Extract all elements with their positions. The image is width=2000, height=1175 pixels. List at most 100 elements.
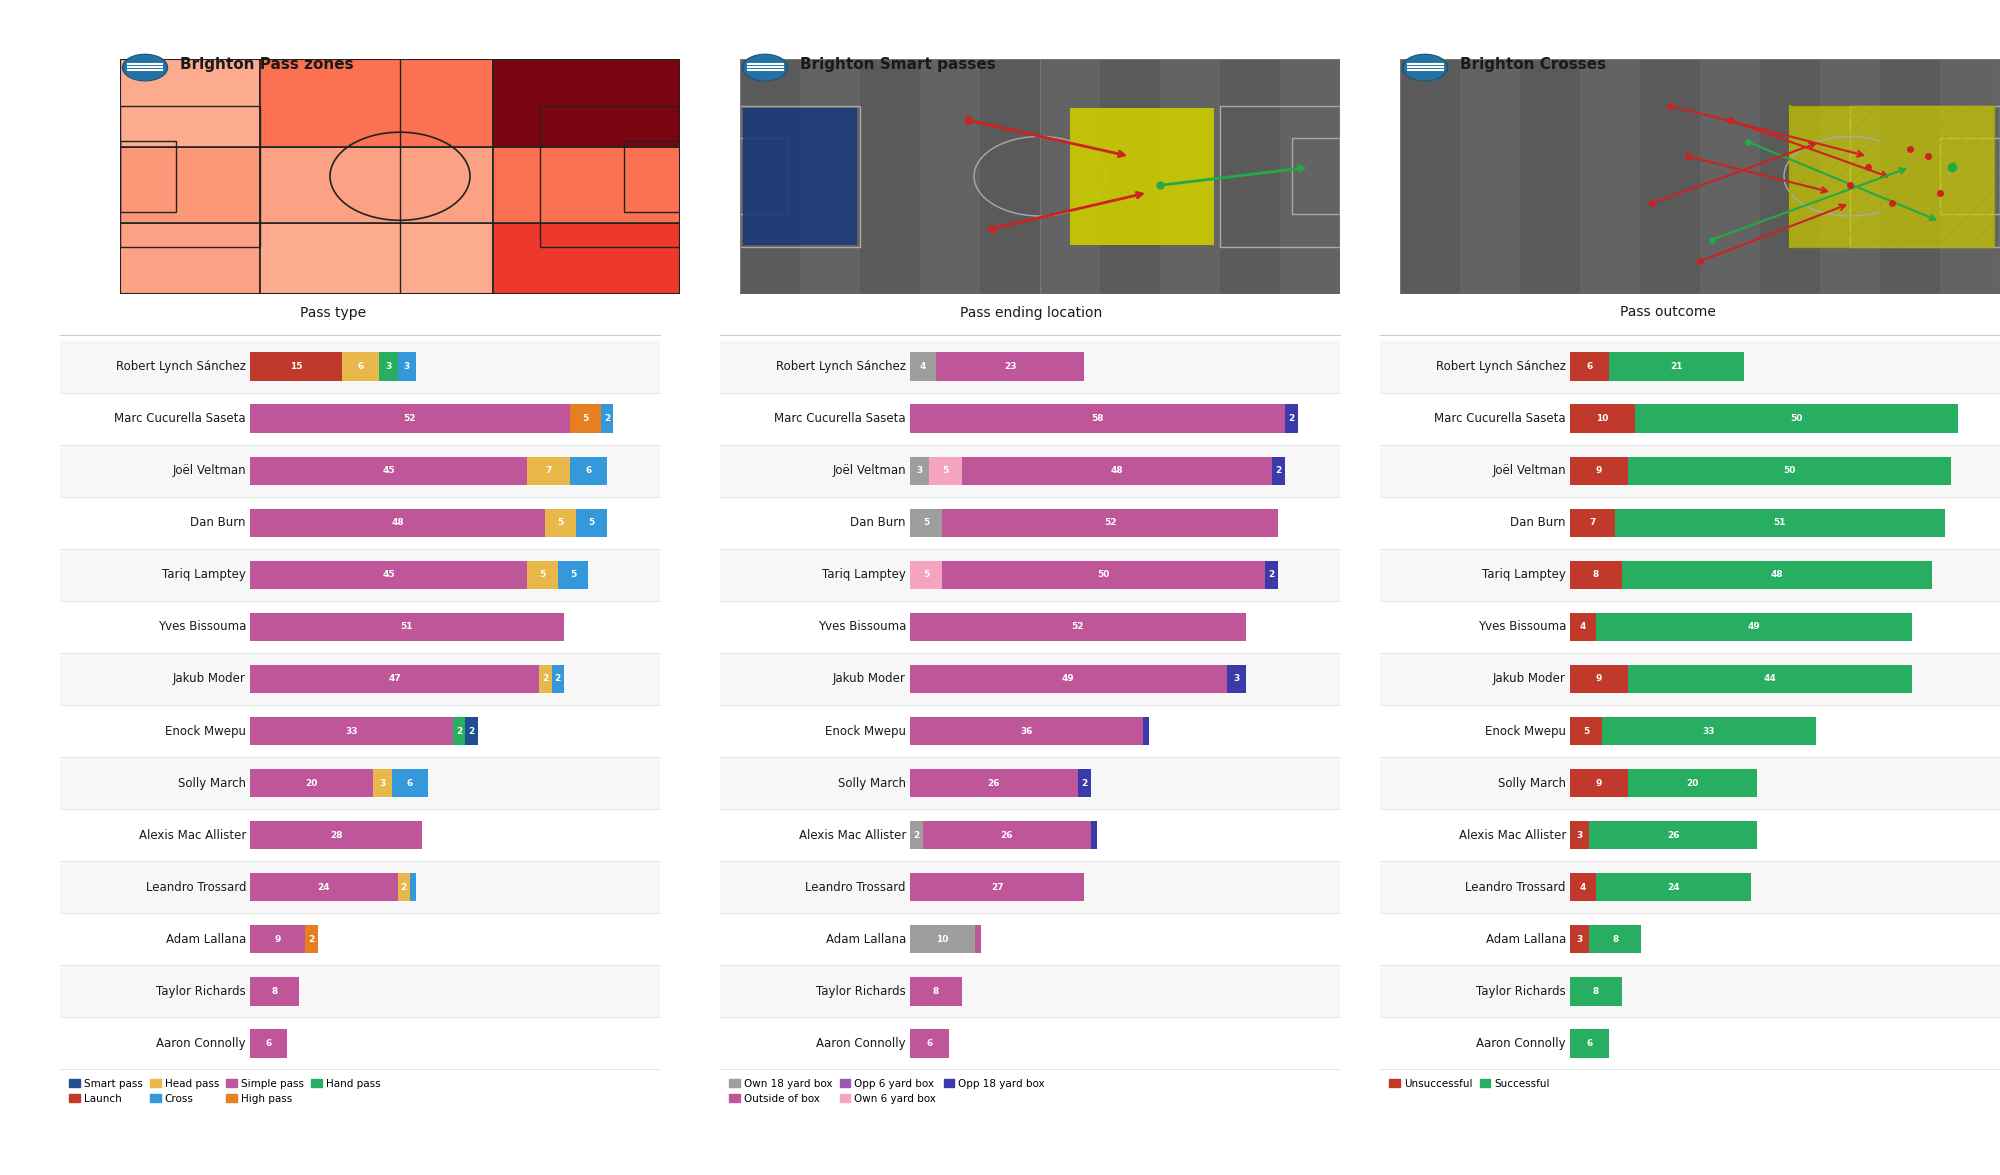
Text: 9: 9 [1596, 779, 1602, 787]
Circle shape [744, 55, 786, 80]
Text: Pass type: Pass type [300, 306, 366, 320]
Bar [494, 59, 680, 147]
Bar [1940, 139, 2000, 214]
Text: 48: 48 [1110, 466, 1124, 476]
Text: Dan Burn: Dan Burn [1510, 516, 1566, 530]
Text: 45: 45 [382, 466, 394, 476]
Text: Alexis Mac Allister: Alexis Mac Allister [138, 828, 246, 841]
Text: 52: 52 [1072, 623, 1084, 631]
Text: Taylor Richards: Taylor Richards [816, 985, 906, 998]
Text: 7: 7 [546, 466, 552, 476]
Text: Enock Mwepu: Enock Mwepu [824, 725, 906, 738]
Text: 2: 2 [400, 882, 406, 892]
Bar [1760, 59, 1820, 294]
Text: Joël Veltman: Joël Veltman [1492, 464, 1566, 477]
Text: 21: 21 [1670, 362, 1682, 371]
Bar [1100, 59, 1160, 294]
Text: 8: 8 [1592, 570, 1598, 579]
Bar [1580, 59, 1640, 294]
Text: Brighton Pass zones: Brighton Pass zones [180, 58, 354, 72]
Bar [1040, 59, 1100, 294]
Text: Enock Mwepu: Enock Mwepu [164, 725, 246, 738]
Text: Robert Lynch Sánchez: Robert Lynch Sánchez [776, 361, 906, 374]
Bar [120, 59, 260, 147]
Text: 51: 51 [400, 623, 414, 631]
Text: 50: 50 [1784, 466, 1796, 476]
Text: Robert Lynch Sánchez: Robert Lynch Sánchez [1436, 361, 1566, 374]
Text: 3: 3 [404, 362, 410, 371]
Legend: Unsuccessful, Successful: Unsuccessful, Successful [1386, 1074, 1554, 1093]
Bar [1850, 106, 2000, 247]
Text: Jakub Moder: Jakub Moder [834, 672, 906, 685]
Text: 23: 23 [1004, 362, 1016, 371]
Bar [624, 141, 680, 212]
Text: 7: 7 [1590, 518, 1596, 528]
Text: 3: 3 [1576, 934, 1582, 944]
Text: 15: 15 [290, 362, 302, 371]
Text: 27: 27 [990, 882, 1004, 892]
Text: Brighton Crosses: Brighton Crosses [1460, 58, 1606, 72]
Text: Marc Cucurella Saseta: Marc Cucurella Saseta [1434, 412, 1566, 425]
Text: Marc Cucurella Saseta: Marc Cucurella Saseta [774, 412, 906, 425]
Text: 28: 28 [330, 831, 342, 840]
Text: 50: 50 [1098, 570, 1110, 579]
Text: Solly March: Solly March [1498, 777, 1566, 790]
Text: 2: 2 [1082, 779, 1088, 787]
Text: 50: 50 [1790, 415, 1802, 423]
Bar [1880, 59, 1940, 294]
Text: Yves Bissouma: Yves Bissouma [158, 620, 246, 633]
Circle shape [1404, 55, 1446, 80]
Text: Yves Bissouma: Yves Bissouma [1478, 620, 1566, 633]
Text: 20: 20 [1686, 779, 1698, 787]
Text: 2: 2 [1288, 415, 1294, 423]
Text: 2: 2 [914, 831, 920, 840]
Text: Leandro Trossard: Leandro Trossard [806, 880, 906, 894]
Text: 2: 2 [542, 674, 548, 684]
Bar [1220, 106, 1340, 247]
Text: Jakub Moder: Jakub Moder [174, 672, 246, 685]
Text: Alexis Mac Allister: Alexis Mac Allister [798, 828, 906, 841]
Text: 9: 9 [1596, 466, 1602, 476]
Text: 4: 4 [1580, 882, 1586, 892]
Text: 5: 5 [1584, 726, 1590, 736]
Text: Dan Burn: Dan Burn [850, 516, 906, 530]
Text: Solly March: Solly March [178, 777, 246, 790]
Bar [744, 108, 856, 244]
Text: 33: 33 [1702, 726, 1716, 736]
Bar [980, 59, 1040, 294]
Bar [1280, 59, 1340, 294]
Text: 52: 52 [404, 415, 416, 423]
Bar [120, 106, 260, 247]
Text: 45: 45 [382, 570, 394, 579]
Bar [1160, 59, 1220, 294]
Text: Joël Veltman: Joël Veltman [832, 464, 906, 477]
Text: Enock Mwepu: Enock Mwepu [1484, 725, 1566, 738]
Text: Robert Lynch Sánchez: Robert Lynch Sánchez [116, 361, 246, 374]
Text: 8: 8 [1592, 987, 1598, 995]
Bar [1400, 59, 1460, 294]
Text: 5: 5 [924, 518, 930, 528]
Text: 6: 6 [1586, 362, 1592, 371]
Text: 6: 6 [1586, 1039, 1592, 1048]
Text: Leandro Trossard: Leandro Trossard [146, 880, 246, 894]
Text: 26: 26 [1668, 831, 1680, 840]
Text: 5: 5 [540, 570, 546, 579]
Text: 3: 3 [1234, 674, 1240, 684]
Text: 36: 36 [1020, 726, 1032, 736]
Text: 2: 2 [604, 415, 610, 423]
Text: Tariq Lamptey: Tariq Lamptey [162, 569, 246, 582]
Text: 2: 2 [1276, 466, 1282, 476]
Text: Solly March: Solly March [838, 777, 906, 790]
Text: 2: 2 [554, 674, 560, 684]
Text: 5: 5 [924, 570, 930, 579]
Text: 48: 48 [1770, 570, 1784, 579]
Text: Adam Lallana: Adam Lallana [826, 933, 906, 946]
Text: 3: 3 [380, 779, 386, 787]
Text: Taylor Richards: Taylor Richards [1476, 985, 1566, 998]
Circle shape [1402, 54, 1448, 81]
Text: 47: 47 [388, 674, 400, 684]
Bar [920, 59, 980, 294]
Bar [1640, 59, 1700, 294]
Text: 24: 24 [1668, 882, 1680, 892]
Text: Adam Lallana: Adam Lallana [166, 933, 246, 946]
